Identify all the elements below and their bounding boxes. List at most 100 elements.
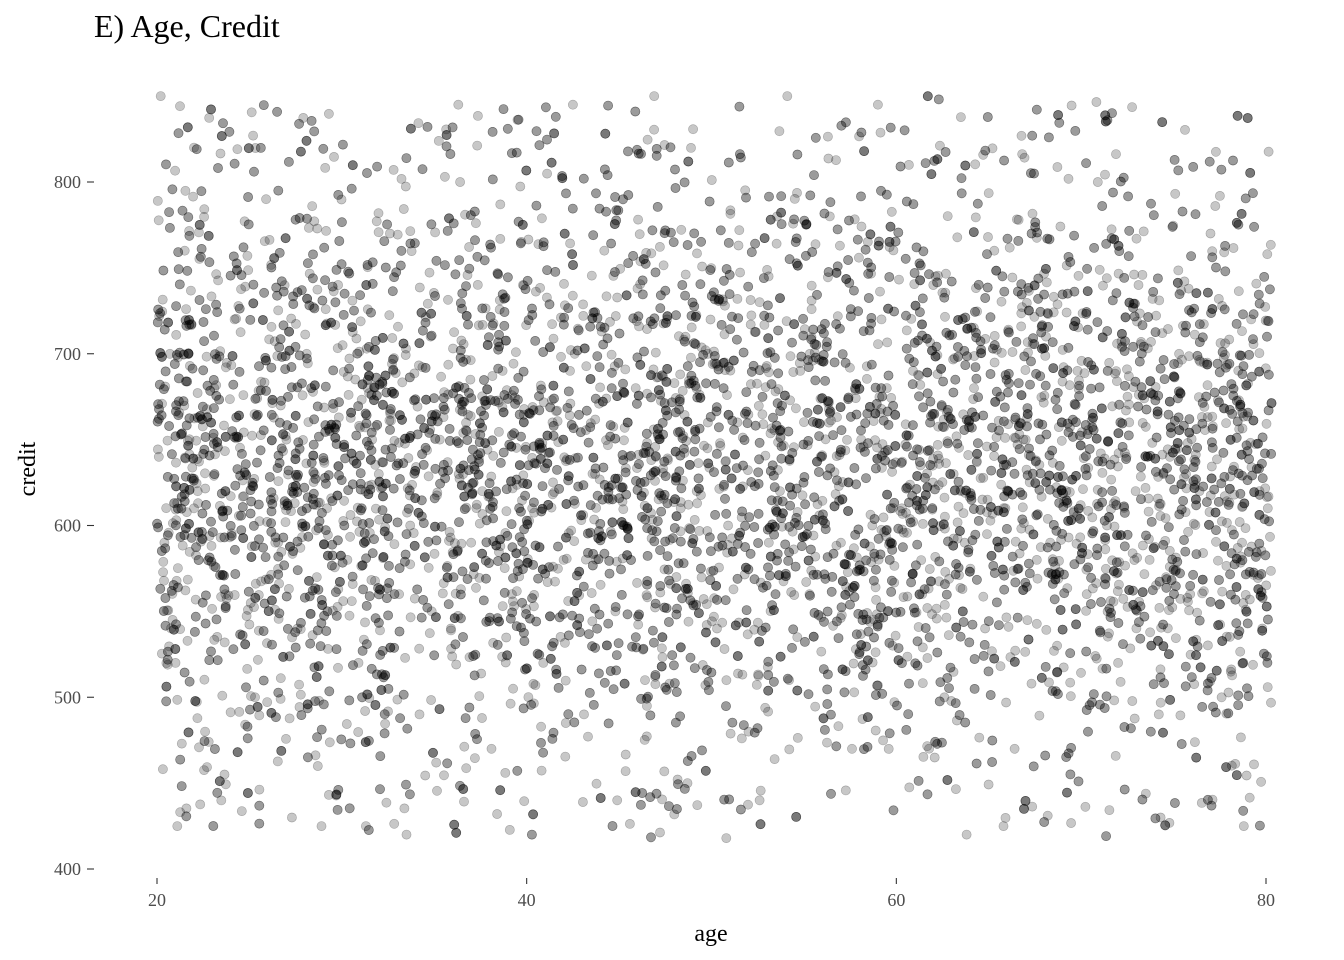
data-point-754 [1248,339,1259,349]
data-point-851 [373,208,384,219]
data-point-77 [928,280,939,290]
data-point-623 [922,653,933,663]
data-point-1362 [550,576,560,587]
data-point-578 [468,569,479,580]
data-point-365 [1234,395,1244,406]
data-point-527 [1117,342,1127,353]
data-point-590 [536,721,546,732]
data-point-404 [1183,283,1194,294]
data-point-45 [599,245,610,256]
data-point-746 [717,294,728,305]
data-point-524 [1213,555,1223,566]
data-point-447 [1008,565,1019,576]
data-point-824 [536,765,547,776]
data-point-1567 [252,654,263,665]
data-point-470 [1100,169,1110,180]
data-point-281 [709,611,719,622]
data-point-1658 [941,458,951,468]
data-point-102 [1185,589,1196,600]
data-point-1622 [1057,376,1068,387]
data-point-441 [504,825,515,835]
data-point-109 [1257,623,1268,634]
data-point-1180 [823,131,833,142]
data-point-1399 [472,279,483,290]
data-point-168 [521,320,532,331]
data-point-199 [424,628,435,639]
data-point-239 [187,462,198,473]
data-point-1322 [321,225,331,236]
data-point-710 [875,407,886,418]
data-point-914 [989,451,999,461]
data-point-1170 [1032,573,1043,584]
data-point-863 [866,557,877,567]
data-point-1198 [259,236,270,247]
data-point-779 [1155,498,1166,509]
data-point-879 [333,662,343,673]
data-point-833 [1138,226,1149,237]
data-point-1483 [1188,518,1199,529]
data-point-1680 [1010,433,1021,443]
data-point-144 [922,468,932,479]
data-point-42 [569,348,580,359]
data-point-125 [492,809,502,819]
data-point-601 [1007,272,1018,283]
data-point-1358 [951,784,961,794]
data-point-865 [696,572,707,583]
data-point-147 [895,506,906,516]
data-point-804 [1107,555,1118,566]
data-point-967 [346,596,357,606]
data-point-823 [477,509,488,519]
data-point-876 [642,592,653,603]
data-point-329 [718,296,728,307]
data-point-793 [1105,595,1116,606]
data-point-660 [559,452,570,463]
data-point-1486 [199,674,210,685]
data-point-1472 [1038,397,1049,408]
data-point-1620 [157,294,168,305]
data-point-681 [989,357,1000,368]
data-point-1 [159,537,170,548]
data-point-706 [1042,810,1053,821]
data-point-684 [927,460,938,471]
data-point-748 [241,611,252,621]
data-point-593 [770,386,781,397]
data-point-1004 [495,199,506,210]
data-point-99 [1153,709,1164,720]
data-point-687 [868,416,879,426]
data-point-451 [1010,536,1021,547]
data-point-518 [1175,594,1186,604]
data-point-882 [719,357,730,368]
data-point-1442 [384,415,395,426]
data-point-551 [269,336,280,347]
data-point-488 [693,458,704,468]
data-point-167 [915,460,926,471]
data-point-48 [630,383,641,393]
data-point-240 [1122,364,1132,375]
data-point-274 [175,101,185,112]
data-point-390 [385,408,396,419]
data-point-924 [995,661,1006,672]
data-point-294 [436,371,446,382]
data-point-1041 [461,763,472,774]
data-point-196 [1108,498,1119,509]
data-point-569 [589,514,600,525]
data-point-755 [561,456,571,467]
data-point-330 [302,358,313,369]
data-point-523 [778,576,789,587]
data-point-1231 [983,232,993,242]
data-point-1165 [933,450,943,461]
data-point-489 [1024,524,1035,535]
data-point-38 [527,503,538,514]
data-point-57 [723,520,733,531]
data-point-6 [200,726,210,737]
data-point-195 [1164,561,1175,572]
data-point-493 [171,457,181,468]
data-point-955 [360,706,370,716]
data-point-597 [681,436,692,446]
data-point-1387 [806,280,817,291]
data-point-802 [699,440,709,451]
data-point-469 [634,229,645,240]
data-point-1587 [883,744,894,754]
data-point-727 [336,194,347,205]
data-point-1398 [595,382,605,393]
